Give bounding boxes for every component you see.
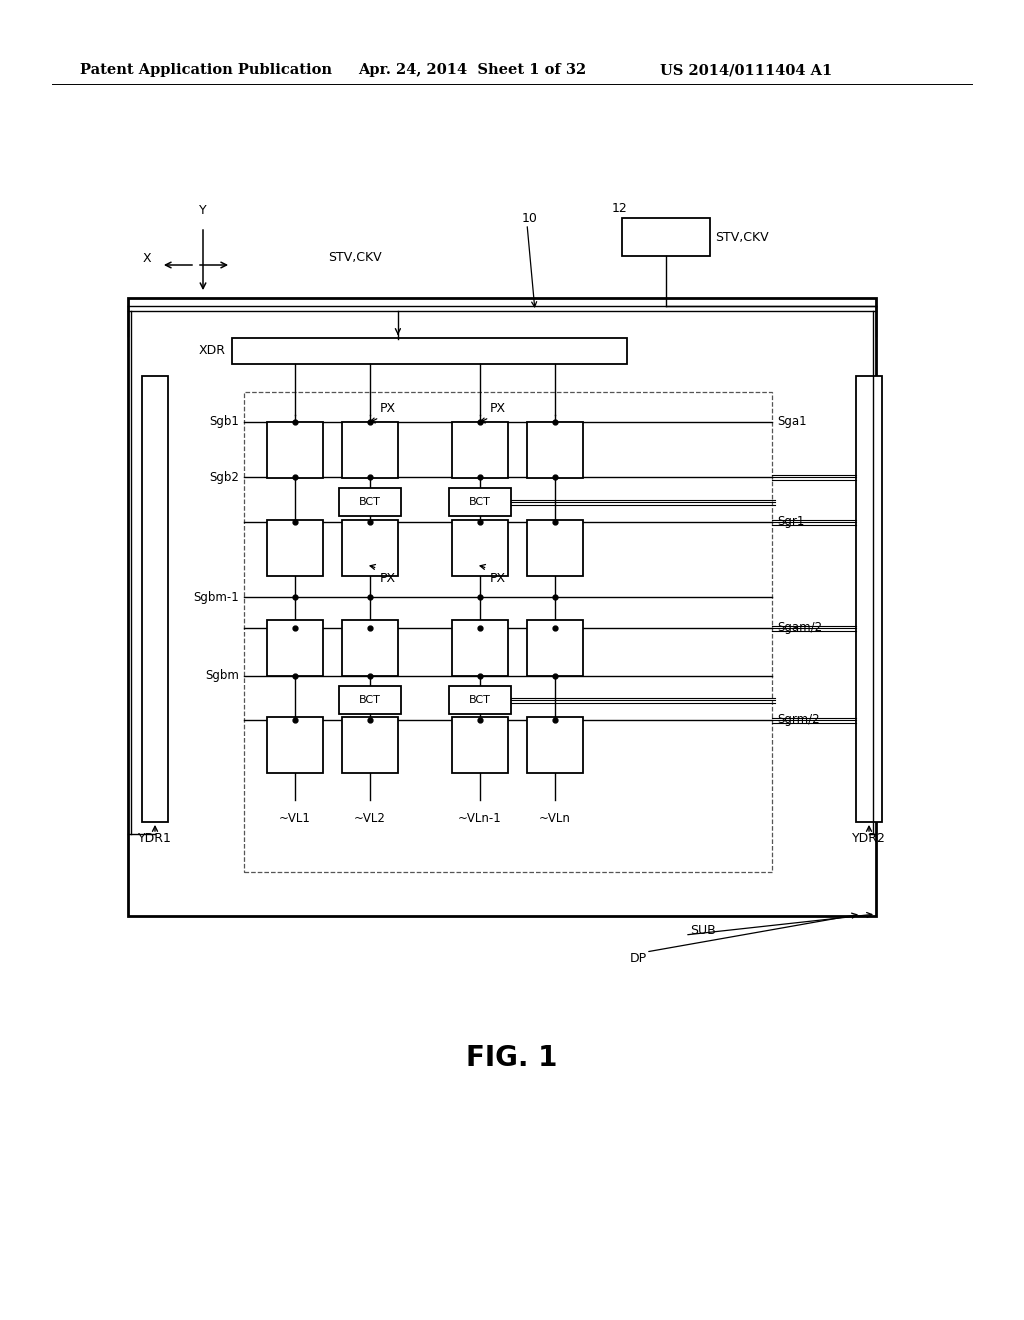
Text: Apr. 24, 2014  Sheet 1 of 32: Apr. 24, 2014 Sheet 1 of 32 [358, 63, 587, 77]
Text: 12: 12 [612, 202, 628, 214]
Bar [342, 520, 398, 576]
Text: ~VL1: ~VL1 [280, 812, 311, 825]
Text: ~VLn-1: ~VLn-1 [458, 812, 502, 825]
Text: Sgbm: Sgbm [205, 669, 239, 682]
Bar [267, 422, 323, 478]
Text: FIG. 1: FIG. 1 [466, 1044, 558, 1072]
Text: Y: Y [200, 205, 207, 216]
Text: ~VL2: ~VL2 [354, 812, 386, 825]
Text: Sgrm/2: Sgrm/2 [777, 714, 819, 726]
Bar [128, 298, 876, 916]
Text: BCT: BCT [359, 696, 381, 705]
Text: STV,CKV: STV,CKV [328, 252, 382, 264]
Text: Sgb1: Sgb1 [209, 416, 239, 429]
Text: Sga1: Sga1 [777, 416, 807, 429]
Text: DP: DP [630, 952, 646, 965]
Text: 10: 10 [522, 211, 538, 224]
Bar [527, 422, 583, 478]
Text: US 2014/0111404 A1: US 2014/0111404 A1 [660, 63, 833, 77]
Bar [452, 717, 508, 774]
Bar [339, 488, 401, 516]
Text: YDR2: YDR2 [852, 832, 886, 845]
Bar [142, 376, 168, 822]
Bar [856, 376, 882, 822]
Text: PX: PX [370, 401, 396, 422]
Text: Sgbm-1: Sgbm-1 [194, 590, 239, 603]
Text: XDR: XDR [199, 345, 226, 358]
Bar [244, 392, 772, 873]
Text: YDR1: YDR1 [138, 832, 172, 845]
Bar [452, 422, 508, 478]
Bar [449, 686, 511, 714]
Bar [267, 620, 323, 676]
Text: ~VLn: ~VLn [539, 812, 571, 825]
Bar [342, 620, 398, 676]
Bar [267, 717, 323, 774]
Text: Sgr1: Sgr1 [777, 516, 805, 528]
Text: BCT: BCT [469, 696, 490, 705]
Bar [342, 717, 398, 774]
Bar [342, 422, 398, 478]
Text: Sgb2: Sgb2 [209, 470, 239, 483]
Bar [339, 686, 401, 714]
Bar [527, 520, 583, 576]
Bar [452, 520, 508, 576]
Text: BCT: BCT [359, 498, 381, 507]
Bar [232, 338, 627, 364]
Text: Patent Application Publication: Patent Application Publication [80, 63, 332, 77]
Bar [622, 218, 710, 256]
Text: BCT: BCT [469, 498, 490, 507]
Text: X: X [142, 252, 151, 264]
Text: SUB: SUB [690, 924, 716, 936]
Bar [267, 520, 323, 576]
Bar [449, 488, 511, 516]
Text: STV,CKV: STV,CKV [715, 231, 769, 243]
Text: PX: PX [370, 565, 396, 585]
Bar [452, 620, 508, 676]
Bar [527, 717, 583, 774]
Bar [527, 620, 583, 676]
Text: PX: PX [480, 565, 506, 585]
Text: Sgam/2: Sgam/2 [777, 622, 822, 635]
Text: PX: PX [480, 401, 506, 422]
